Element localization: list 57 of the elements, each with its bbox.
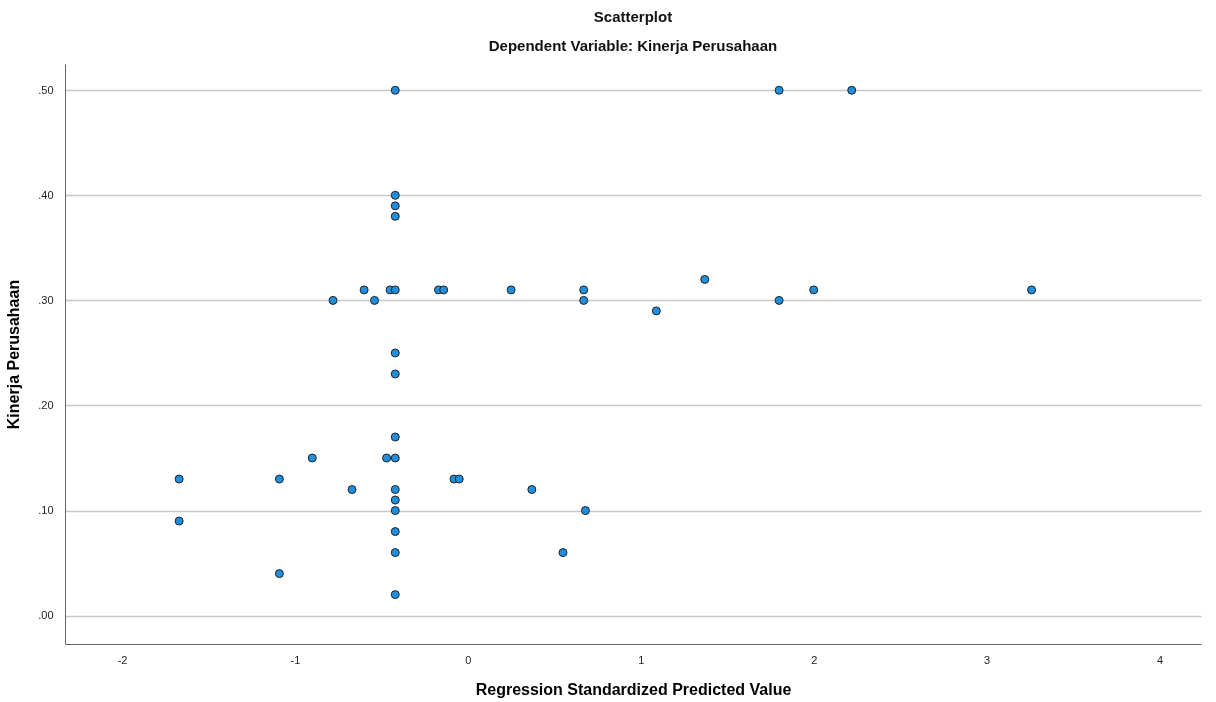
x-tick-label: -1: [290, 653, 301, 666]
point: [390, 432, 400, 442]
x-tick-label: -2: [117, 653, 128, 666]
y-axis-title: Kinerja Perusahaan: [5, 279, 23, 430]
point: [390, 85, 400, 95]
point: [847, 85, 857, 95]
y-tick-label: .30: [38, 293, 54, 306]
y-tick-label: .10: [38, 504, 54, 517]
x-tick-label: 0: [465, 653, 472, 666]
point: [347, 485, 357, 495]
y-tick-label: .50: [38, 83, 54, 96]
point: [390, 201, 400, 211]
point: [527, 485, 537, 495]
point: [390, 495, 400, 505]
point: [328, 295, 338, 305]
point: [774, 295, 784, 305]
y-tick-label: .40: [38, 188, 54, 201]
point: [454, 474, 464, 484]
point: [359, 285, 369, 295]
point: [390, 348, 400, 358]
point: [307, 453, 317, 463]
point: [506, 285, 516, 295]
point: [651, 306, 661, 316]
point: [580, 506, 590, 516]
point: [439, 285, 449, 295]
chart-title: Scatterplot: [593, 8, 673, 25]
point: [174, 474, 184, 484]
x-axis-title: Regression Standardized Predicted Value: [475, 680, 792, 698]
x-tick-label: 4: [1156, 653, 1164, 666]
chart-subtitle: Dependent Variable: Kinerja Perusahaan: [488, 37, 778, 54]
point: [579, 285, 589, 295]
point: [174, 516, 184, 526]
point: [809, 285, 819, 295]
y-tick-label: .20: [38, 398, 54, 411]
point: [390, 211, 400, 221]
point: [774, 85, 784, 95]
x-tick-label: 3: [984, 653, 991, 666]
point: [390, 527, 400, 537]
point: [390, 285, 400, 295]
point: [370, 295, 379, 305]
point: [558, 548, 568, 558]
point: [390, 485, 400, 495]
y-tick-label: .00: [38, 609, 54, 622]
point: [700, 274, 710, 284]
point: [390, 453, 400, 463]
point: [390, 369, 400, 379]
point: [579, 295, 589, 305]
point: [1027, 285, 1037, 295]
point: [390, 590, 400, 600]
point: [274, 474, 284, 484]
x-tick-label: 1: [638, 653, 645, 666]
point: [390, 548, 400, 558]
x-tick-label: 2: [811, 653, 818, 666]
point: [390, 506, 400, 516]
point: [382, 453, 392, 463]
point: [390, 190, 400, 200]
point: [274, 569, 284, 579]
